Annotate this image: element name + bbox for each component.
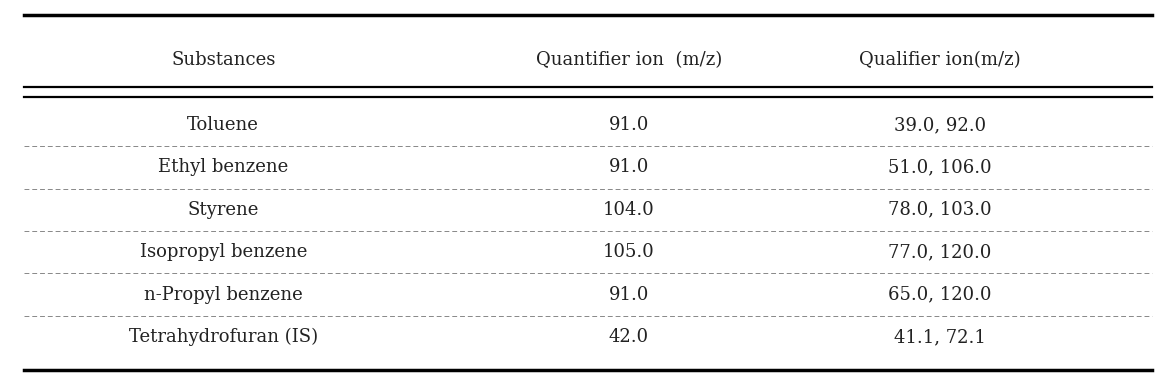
Text: Styrene: Styrene [188, 201, 258, 219]
Text: 91.0: 91.0 [609, 159, 649, 176]
Text: 91.0: 91.0 [609, 286, 649, 303]
Text: 104.0: 104.0 [603, 201, 654, 219]
Text: Quantifier ion  (m/z): Quantifier ion (m/z) [536, 51, 721, 69]
Text: Substances: Substances [172, 51, 275, 69]
Text: 39.0, 92.0: 39.0, 92.0 [894, 116, 986, 134]
Text: Tetrahydrofuran (IS): Tetrahydrofuran (IS) [129, 328, 317, 346]
Text: Toluene: Toluene [187, 116, 260, 134]
Text: Isopropyl benzene: Isopropyl benzene [140, 243, 307, 261]
Text: 51.0, 106.0: 51.0, 106.0 [888, 159, 992, 176]
Text: 105.0: 105.0 [603, 243, 654, 261]
Text: 42.0: 42.0 [609, 328, 649, 346]
Text: 65.0, 120.0: 65.0, 120.0 [888, 286, 992, 303]
Text: 78.0, 103.0: 78.0, 103.0 [888, 201, 992, 219]
Text: 77.0, 120.0: 77.0, 120.0 [888, 243, 992, 261]
Text: Ethyl benzene: Ethyl benzene [159, 159, 288, 176]
Text: n-Propyl benzene: n-Propyl benzene [143, 286, 303, 303]
Text: Qualifier ion(m/z): Qualifier ion(m/z) [859, 51, 1021, 69]
Text: 91.0: 91.0 [609, 116, 649, 134]
Text: 41.1, 72.1: 41.1, 72.1 [894, 328, 986, 346]
